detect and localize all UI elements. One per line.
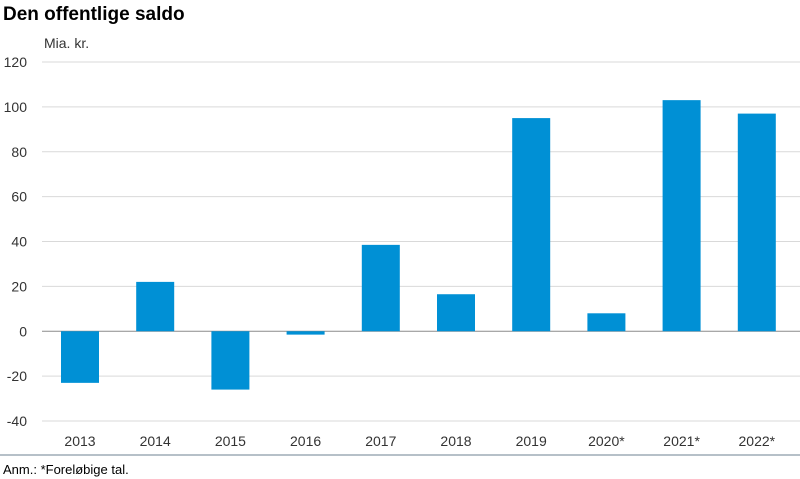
bar: [437, 294, 475, 332]
x-tick-label: 2017: [365, 433, 396, 449]
bar: [211, 331, 250, 390]
y-tick-label: 20: [11, 278, 27, 294]
bar: [361, 244, 400, 332]
bar: [512, 118, 551, 332]
x-tick-label: 2021*: [663, 433, 700, 449]
x-tick-label: 2022*: [739, 433, 776, 449]
y-tick-label: -20: [7, 368, 27, 384]
y-tick-labels: 120 100 80 60 40 20 0 -20 -40: [4, 54, 28, 429]
y-tick-label: 40: [11, 234, 27, 250]
x-tick-label: 2014: [140, 433, 171, 449]
bar: [662, 100, 701, 332]
x-tick-label: 2020*: [588, 433, 625, 449]
x-tick-label: 2018: [440, 433, 471, 449]
x-tick-label: 2019: [516, 433, 547, 449]
y-tick-label: 80: [11, 144, 27, 160]
footnote: Anm.: *Foreløbige tal.: [3, 462, 129, 477]
chart-title: Den offentlige saldo: [3, 4, 185, 25]
y-tick-label: 0: [19, 323, 27, 339]
x-tick-label: 2013: [64, 433, 95, 449]
x-tick-labels: 2013 2014 2015 2016 2017 2018 2019 2020* 2021* 20…: [64, 433, 775, 449]
y-tick-label: 60: [11, 189, 27, 205]
bar: [286, 331, 325, 335]
x-tick-label: 2016: [290, 433, 321, 449]
bars: [61, 100, 776, 390]
x-tick-label: 2015: [215, 433, 246, 449]
bar: [737, 113, 776, 332]
y-tick-label: 100: [4, 99, 28, 115]
y-axis-unit-label: Mia. kr.: [44, 35, 89, 51]
y-tick-label: 120: [4, 54, 28, 70]
bar: [136, 281, 175, 332]
bar: [587, 313, 626, 332]
y-tick-label: -40: [7, 413, 27, 429]
bar: [61, 331, 99, 383]
